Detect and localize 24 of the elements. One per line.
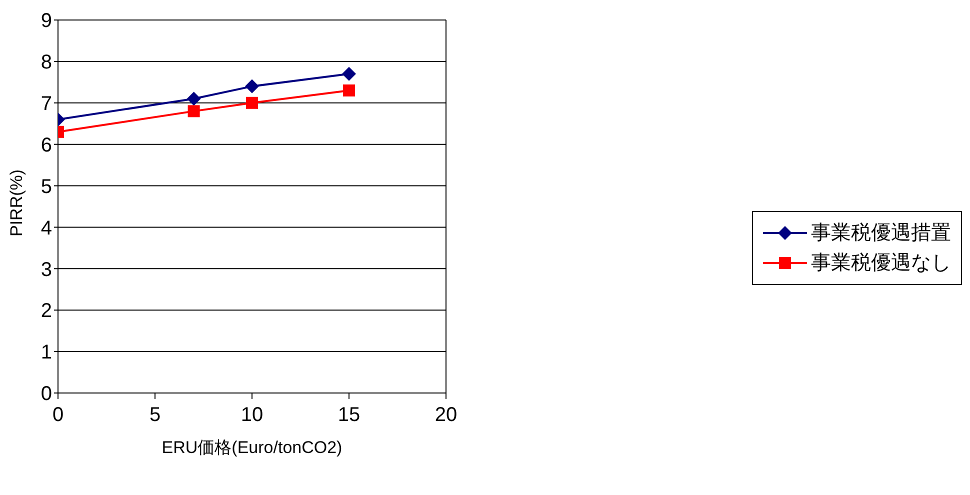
y-axis-title: PIRR(%) bbox=[7, 169, 26, 236]
x-axis-title: ERU価格(Euro/tonCO2) bbox=[162, 438, 342, 457]
y-tick-label: 7 bbox=[40, 92, 52, 115]
point bbox=[342, 66, 356, 81]
point bbox=[186, 92, 201, 106]
x-tick-label: 15 bbox=[338, 404, 360, 426]
point bbox=[246, 96, 258, 109]
y-tick-label: 2 bbox=[40, 300, 52, 322]
y-tick-label: 0 bbox=[40, 383, 52, 406]
x-tick-label: 20 bbox=[434, 404, 458, 426]
y-tick-label: 4 bbox=[40, 217, 52, 240]
x-tick-label: 5 bbox=[149, 404, 161, 426]
point bbox=[343, 84, 355, 96]
y-tick-label: 5 bbox=[40, 176, 52, 198]
y-tick-label: 8 bbox=[40, 52, 52, 74]
point bbox=[245, 79, 259, 94]
y-tick-label: 3 bbox=[40, 258, 52, 281]
legend-label: 事業税優遇措置 bbox=[811, 220, 951, 246]
legend-label: 事業税優遇なし bbox=[811, 250, 951, 276]
y-tick-label: 1 bbox=[40, 342, 52, 364]
x-tick-label: 10 bbox=[240, 404, 264, 426]
y-tick-label: 6 bbox=[40, 134, 52, 156]
point bbox=[188, 105, 200, 118]
y-tick-label: 9 bbox=[40, 10, 52, 32]
